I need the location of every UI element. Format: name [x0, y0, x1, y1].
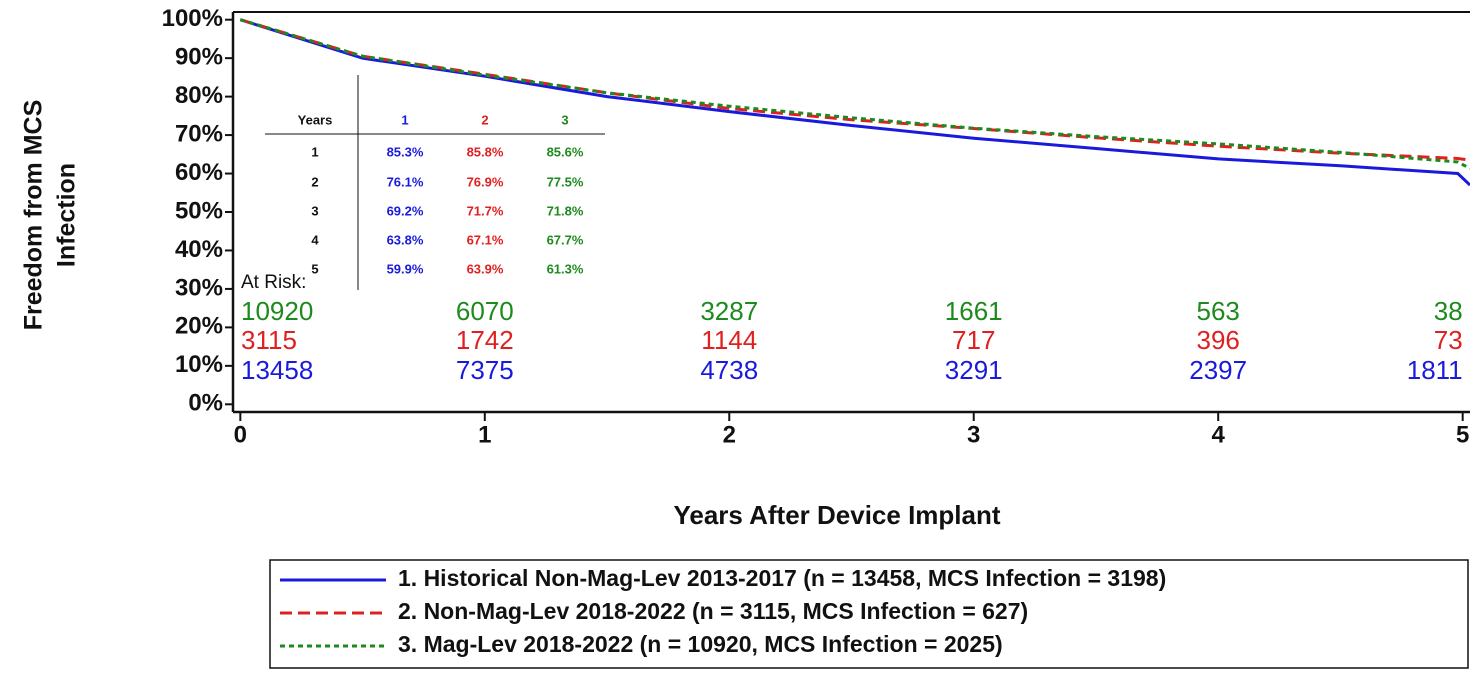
legend-label: 2. Non-Mag-Lev 2018-2022 (n = 3115, MCS …	[398, 598, 1028, 624]
at-risk-count: 563	[1197, 296, 1240, 326]
table-cell: 1	[311, 144, 318, 159]
x-tick-label: 0	[234, 421, 247, 448]
survival-curve	[239, 18, 1470, 170]
at-risk-count: 3115	[241, 325, 297, 355]
table-cell: 2	[311, 174, 318, 189]
y-tick-label: 40%	[175, 236, 223, 263]
y-axis-title: Infection	[53, 163, 81, 267]
at-risk-count: 6070	[456, 296, 514, 326]
y-tick-label: 60%	[175, 159, 223, 186]
at-risk-label: At Risk:	[241, 272, 306, 293]
table-cell: 3	[311, 203, 318, 218]
at-risk-count: 2397	[1189, 355, 1247, 385]
table-cell: 59.9%	[387, 261, 424, 276]
table-cell: 76.9%	[467, 174, 504, 189]
x-tick-label: 4	[1212, 421, 1226, 448]
y-tick-label: 70%	[175, 120, 223, 147]
table-cell: 77.5%	[547, 174, 584, 189]
at-risk-count: 396	[1197, 325, 1240, 355]
at-risk-count: 38	[1434, 296, 1463, 326]
table-header: 2	[481, 112, 488, 127]
x-tick-label: 1	[478, 421, 491, 448]
at-risk-count: 1811	[1407, 355, 1463, 385]
table-cell: 63.9%	[467, 261, 504, 276]
y-tick-label: 100%	[162, 5, 223, 32]
table-cell: 67.7%	[547, 232, 584, 247]
legend-label: 3. Mag-Lev 2018-2022 (n = 10920, MCS Inf…	[398, 631, 1003, 657]
table-cell: 4	[311, 232, 319, 247]
table-cell: 63.8%	[387, 232, 424, 247]
at-risk-count: 7375	[456, 355, 514, 385]
y-axis-title: Freedom from MCS	[20, 100, 48, 331]
table-header: 1	[401, 112, 408, 127]
y-tick-label: 90%	[175, 43, 223, 70]
at-risk-count: 717	[952, 325, 995, 355]
at-risk-count: 3291	[945, 355, 1003, 385]
survival-curve	[239, 18, 1470, 162]
y-tick-label: 0%	[188, 390, 223, 417]
at-risk-count: 1661	[945, 296, 1003, 326]
table-cell: 85.8%	[467, 144, 504, 159]
table-cell: 71.8%	[547, 203, 584, 218]
table-cell: 67.1%	[467, 232, 504, 247]
table-header: Years	[298, 112, 333, 127]
survival-curve	[239, 18, 1470, 187]
x-tick-label: 2	[723, 421, 736, 448]
legend-box	[269, 559, 1469, 669]
at-risk-count: 3287	[700, 296, 758, 326]
x-axis-title: Years After Device Implant	[673, 500, 1000, 530]
at-risk-count: 1742	[456, 325, 514, 355]
at-risk-count: 4738	[700, 355, 758, 385]
table-cell: 69.2%	[387, 203, 424, 218]
at-risk-count: 73	[1434, 325, 1463, 355]
table-cell: 61.3%	[547, 261, 584, 276]
table-cell: 85.3%	[387, 144, 424, 159]
y-tick-label: 20%	[175, 313, 223, 340]
table-header: 3	[561, 112, 568, 127]
y-tick-label: 30%	[175, 274, 223, 301]
x-tick-label: 5	[1456, 421, 1469, 448]
y-tick-label: 10%	[175, 351, 223, 378]
y-tick-label: 80%	[175, 82, 223, 109]
table-cell: 76.1%	[387, 174, 424, 189]
legend-label: 1. Historical Non-Mag-Lev 2013-2017 (n =…	[398, 565, 1166, 591]
at-risk-count: 10920	[241, 296, 313, 326]
at-risk-count: 1144	[701, 325, 757, 355]
at-risk-count: 13458	[241, 355, 313, 385]
table-cell: 5	[311, 261, 318, 276]
x-tick-label: 3	[967, 421, 980, 448]
y-tick-label: 50%	[175, 197, 223, 224]
table-cell: 85.6%	[547, 144, 584, 159]
table-cell: 71.7%	[467, 203, 504, 218]
